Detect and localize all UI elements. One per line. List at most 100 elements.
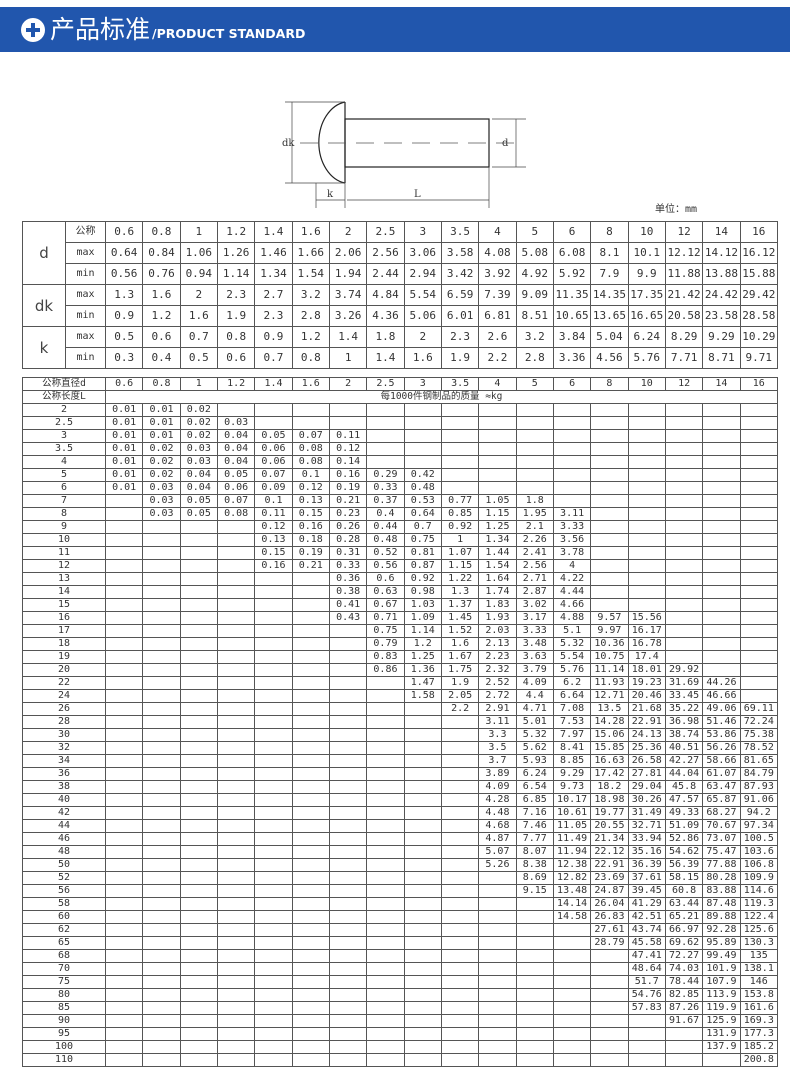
mass-cell [403, 702, 442, 716]
mass-cell [664, 650, 704, 664]
mass-cell: 7.53 [552, 715, 592, 729]
mass-cell: 7.77 [515, 832, 554, 846]
mass-cell [291, 572, 330, 586]
mass-cell [179, 611, 218, 625]
mass-cell [254, 1014, 293, 1028]
mass-cell [216, 936, 256, 950]
table-row: min 0.9 1.2 1.6 1.9 2.3 2.8 3.26 4.36 5.06 6.01 6.8… [23, 305, 779, 327]
table-cell: 2.06 [328, 242, 368, 264]
table-cell: 13.65 [590, 305, 629, 327]
mass-cell: 0.05 [179, 507, 218, 521]
mass-cell: 75.47 [702, 845, 741, 859]
mass-cell: 4.66 [552, 598, 592, 612]
mass-cell: 8.38 [515, 858, 554, 872]
mass-cell: 6.2 [552, 676, 592, 690]
mass-cell: 0.83 [366, 650, 405, 664]
k-label: k [327, 189, 334, 200]
table-cell: 1.9 [216, 305, 256, 327]
mass-cell [478, 949, 517, 963]
mass-cell [328, 1014, 368, 1028]
nominal-d-value: 10 [627, 221, 666, 243]
mass-cell: 0.81 [403, 546, 442, 560]
length-value: 42 [22, 806, 106, 820]
mass-cell [478, 1001, 517, 1015]
mass-cell [590, 1001, 629, 1015]
mass-cell [216, 403, 256, 417]
mass-cell [104, 819, 144, 833]
mass-cell [552, 468, 592, 482]
mass-cell [440, 767, 480, 781]
mass-cell: 1.14 [403, 624, 442, 638]
mass-cell [403, 780, 442, 794]
mass-cell [104, 949, 144, 963]
unit-label: 单位：mm [655, 204, 698, 215]
mass-cell [702, 455, 741, 469]
mass-cell [142, 988, 181, 1002]
mass-cell [440, 1053, 480, 1067]
mass-cell: 12.82 [552, 871, 592, 885]
dk-label: dk [282, 138, 295, 149]
mass-cell [179, 988, 218, 1002]
mass-cell: 4.48 [478, 806, 517, 820]
mass-cell [142, 845, 181, 859]
mass-cell: 42.27 [664, 754, 704, 768]
mass-cell [179, 923, 218, 937]
mass-cell [179, 962, 218, 976]
mass-cell [179, 949, 218, 963]
mass-cell [702, 507, 741, 521]
table-row: 48 5.07 8.07 11.94 22.12 35.16 54.62 75.47 103.6 [22, 845, 779, 859]
mass-cell [254, 663, 293, 677]
mass-cell [590, 455, 629, 469]
mass-cell [216, 923, 256, 937]
mass-cell [739, 663, 779, 677]
row-label: max [65, 326, 106, 348]
mass-cell: 0.01 [104, 429, 144, 443]
row-label: min [65, 263, 106, 285]
mass-cell: 1.54 [478, 559, 517, 573]
mass-cell [328, 832, 368, 846]
mass-cell [291, 780, 330, 794]
mass-cell [440, 468, 480, 482]
mass-cell: 0.02 [179, 429, 218, 443]
mass-cell [291, 858, 330, 872]
mass-cell [328, 416, 368, 430]
mass-cell: 81.65 [739, 754, 779, 768]
mass-cell: 0.01 [104, 416, 144, 430]
mass-cell [590, 442, 629, 456]
table-cell: 10.29 [739, 326, 779, 348]
mass-cell [216, 767, 256, 781]
mass-cell: 0.4 [366, 507, 405, 521]
row-label: max [65, 242, 106, 264]
mass-cell [702, 1053, 741, 1067]
mass-cell [440, 845, 480, 859]
mass-cell: 7.08 [552, 702, 592, 716]
mass-cell [403, 767, 442, 781]
mass-cell [142, 832, 181, 846]
mass-cell [179, 871, 218, 885]
mass-cell: 92.28 [702, 923, 741, 937]
mass-cell: 12.38 [552, 858, 592, 872]
mass-cell [366, 793, 405, 807]
mass-cell [142, 546, 181, 560]
mass-cell [291, 624, 330, 638]
table-cell: 15.88 [739, 263, 779, 285]
nominal-d-value: 8 [590, 221, 629, 243]
mass-cell [142, 819, 181, 833]
mass-cell: 0.01 [104, 442, 144, 456]
mass-cell [142, 689, 181, 703]
mass-cell: 4.87 [478, 832, 517, 846]
mass-cell [366, 1001, 405, 1015]
mass-cell: 1.75 [440, 663, 480, 677]
mass-cell [254, 884, 293, 898]
length-value: 20 [22, 663, 106, 677]
table-cell: 3.84 [552, 326, 592, 348]
table-cell: 24.42 [702, 284, 741, 306]
mass-cell: 14.14 [552, 897, 592, 911]
table-row: 3.5 0.01 0.02 0.03 0.04 0.06 0.08 0.12 [22, 442, 779, 456]
mass-cell [403, 442, 442, 456]
mass-cell [366, 442, 405, 456]
mass-cell: 119.3 [739, 897, 779, 911]
length-value: 2 [22, 403, 106, 417]
mass-cell [403, 923, 442, 937]
table-cell: 28.58 [739, 305, 779, 327]
